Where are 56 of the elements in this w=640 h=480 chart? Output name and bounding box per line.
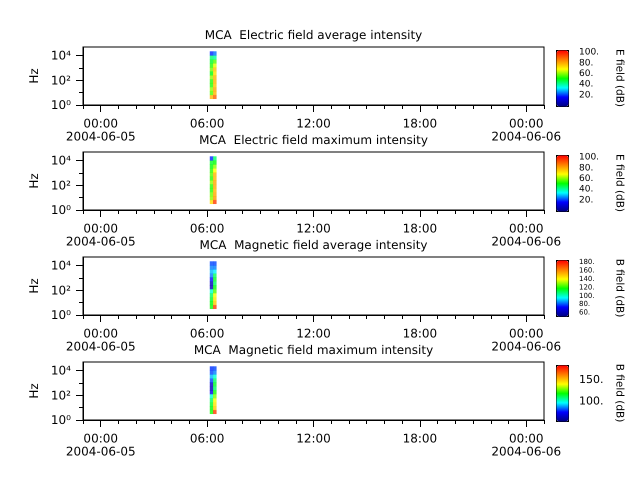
y-tick-label: 10⁴ [50,154,72,168]
y-axis-title: Hz [27,278,42,294]
y-axis-title: Hz [27,173,42,189]
y-tick-label: 10⁰ [50,413,72,427]
color-bar-label: 150. [579,373,604,386]
x-tick-label: 00:00 2004-06-06 [491,222,562,248]
y-tick-label: 10⁰ [50,308,72,322]
x-tick-label: 12:00 [296,116,331,130]
color-bar-label: 20. [579,195,594,206]
x-tick-label: 06:00 [190,326,224,340]
x-tick-label: 00:00 2004-06-05 [66,116,136,144]
y-axis-title: Hz [27,383,42,399]
x-tick-label: 12:00 [296,326,331,340]
x-tick-label: 06:00 [190,116,224,130]
x-tick-label: 00:00 2004-06-05 [66,432,136,458]
chart-title: MCA Electric field average intensity [204,28,422,42]
y-axis-title: Hz [27,68,42,84]
color-bar-label: 40. [579,80,594,90]
color-bar-label: 60. [579,174,594,184]
color-bar-title: E field (dB) [614,48,626,108]
color-bar-label: 80. [579,58,594,68]
x-tick-label: 00:00 2004-06-05 [66,222,136,248]
x-tick-label: 06:00 [190,432,224,446]
color-bar-label: 40. [579,184,594,195]
chart-title: MCA Magnetic field maximum intensity [194,343,434,357]
color-bar-label: 20. [579,90,594,100]
x-tick-label: 12:00 [296,222,331,236]
x-tick-label: 18:00 [402,326,438,340]
color-bar-label: 80. [579,163,594,174]
chart-title: MCA Magnetic field average intensity [199,238,428,252]
y-tick-label: 10² [50,73,72,88]
x-tick-label: 18:00 [402,432,438,446]
x-tick-label: 18:00 [402,116,438,130]
x-tick-label: 06:00 [190,222,224,236]
y-tick-label: 10⁴ [50,48,72,63]
color-bar-title: B field (dB) [614,364,626,422]
x-tick-label: 00:00 2004-06-06 [491,432,562,458]
y-tick-label: 10⁰ [50,98,72,112]
x-tick-label: 00:00 2004-06-06 [491,116,562,144]
color-bar-label: 100. [579,394,604,408]
x-tick-label: 18:00 [402,222,438,236]
color-bar-label: 100. [579,48,600,58]
color-bar-title: B field (dB) [614,258,626,318]
y-tick-label: 10⁴ [50,258,72,273]
y-tick-label: 10⁰ [50,203,72,217]
color-bar-label: 60. [579,69,594,79]
y-tick-label: 10² [50,388,72,402]
y-tick-label: 10² [50,283,72,298]
x-tick-label: 00:00 2004-06-05 [66,326,136,354]
chart-title: MCA Electric field maximum intensity [199,133,428,147]
x-tick-label: 00:00 2004-06-06 [491,326,562,354]
color-bar-title: E field (dB) [614,154,626,212]
y-tick-label: 10⁴ [50,364,72,378]
color-bar-label: 100. [579,152,600,163]
y-tick-label: 10² [50,178,72,192]
x-tick-label: 12:00 [296,432,331,446]
